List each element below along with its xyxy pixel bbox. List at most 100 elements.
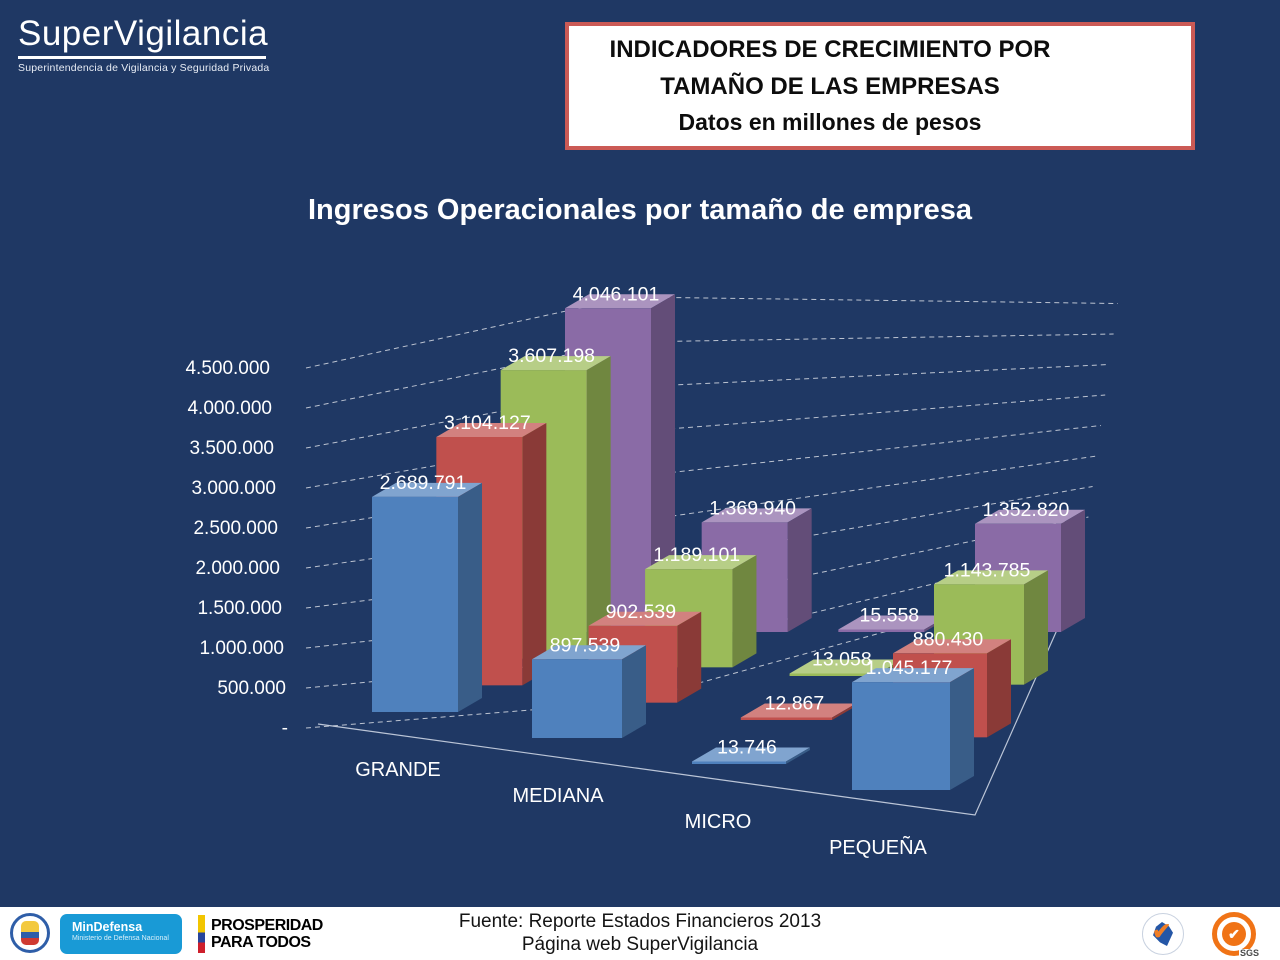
- certification-seal-logo: ✔: [1142, 913, 1184, 955]
- bar-top-grande-serie-1-azul: [372, 482, 482, 497]
- value-label-grande-serie-1-azul: 2.689.791: [380, 472, 467, 494]
- x-axis-label-micro: MICRO: [685, 811, 752, 833]
- bar-side-grande-serie-2-roja: [522, 423, 547, 686]
- bar-micro-serie-4-morada: [838, 629, 925, 632]
- value-label-grande-serie-2-roja: 3.104.127: [444, 412, 531, 434]
- bar-top-grande-serie-3-verde: [500, 356, 611, 371]
- prosperidad-line-2: PARA TODOS: [211, 934, 311, 951]
- y-axis-tick-3-500-000: 3.500.000: [189, 438, 274, 459]
- bar-top-pequena-serie-2-roja: [893, 639, 1011, 654]
- y-axis-tick-2-500-000: 2.500.000: [193, 518, 278, 539]
- bar-side-grande-serie-3-verde: [586, 356, 611, 659]
- source-line-1: Fuente: Reporte Estados Financieros 2013: [458, 911, 822, 932]
- colombia-flag-stripe-icon: [198, 915, 205, 953]
- value-label-pequena-serie-1-azul: 1.045.177: [866, 657, 953, 679]
- bar-side-pequena-serie-4-morada: [1061, 509, 1085, 632]
- mindefensa-logo: MinDefensa Ministerio de Defensa Naciona…: [60, 914, 182, 954]
- y-axis-tick-4-500-000: 4.500.000: [185, 358, 270, 379]
- y-axis-tick-4-000-000: 4.000.000: [187, 398, 272, 419]
- value-label-micro-serie-4-morada: 15.558: [860, 605, 920, 627]
- logo-title: SuperVigilancia: [18, 14, 269, 53]
- bar-top-micro-serie-1-azul: [692, 747, 810, 762]
- bar-top-micro-serie-2-roja: [740, 703, 857, 718]
- bar-side-pequena-serie-1-azul: [950, 668, 974, 790]
- value-label-micro-serie-2-roja: 12.867: [765, 693, 825, 715]
- value-label-pequena-serie-3-verde: 1.143.785: [944, 559, 1031, 581]
- y-axis-tick-3-000-000: 3.000.000: [191, 478, 276, 499]
- bar-top-mediana-serie-1-azul: [532, 645, 646, 660]
- value-label-pequena-serie-4-morada: 1.352.820: [983, 499, 1070, 521]
- slide-title-box: INDICADORES DE CRECIMIENTO POR TAMAÑO DE…: [565, 22, 1195, 150]
- bar-side-mediana-serie-1-azul: [622, 645, 646, 738]
- bar-grande-serie-1-azul: [372, 496, 458, 712]
- bar-side-micro-serie-2-roja: [832, 703, 857, 720]
- value-label-mediana-serie-3-verde: 1.189.101: [653, 544, 740, 566]
- sgs-logo: ✔: [1212, 912, 1256, 956]
- source-caption: Fuente: Reporte Estados Financieros 2013…: [0, 910, 1280, 956]
- slide-title-line-3: Datos en millones de pesos: [678, 108, 982, 135]
- supervigilancia-logo: SuperVigilancia Superintendencia de Vigi…: [18, 14, 269, 74]
- bar-side-mediana-serie-4-morada: [787, 508, 812, 632]
- prosperidad-line-1: PROSPERIDAD: [211, 917, 323, 934]
- bar-side-grande-serie-4-morada: [651, 294, 675, 632]
- bar-pequena-serie-1-azul: [852, 682, 950, 790]
- bar-side-micro-serie-1-azul: [786, 747, 810, 764]
- bar-top-pequena-serie-1-azul: [852, 668, 974, 683]
- bar-side-grande-serie-1-azul: [458, 482, 482, 712]
- value-label-grande-serie-3-verde: 3.607.198: [508, 345, 595, 367]
- colombia-map-icon: [1153, 922, 1173, 946]
- x-axis-label-mediana: MEDIANA: [512, 785, 604, 807]
- prosperidad-text: PROSPERIDAD PARA TODOS: [211, 917, 323, 951]
- bar-side-mediana-serie-3-verde: [732, 555, 757, 668]
- source-line-2: Página web SuperVigilancia: [521, 934, 759, 955]
- slide-title-line-2: TAMAÑO DE LAS EMPRESAS: [660, 72, 1000, 100]
- value-label-mediana-serie-4-morada: 1.369.940: [709, 497, 796, 519]
- bar-top-micro-serie-4-morada: [838, 615, 949, 630]
- footer-bar: MinDefensa Ministerio de Defensa Naciona…: [0, 907, 1280, 960]
- bar-mediana-serie-1-azul: [532, 659, 622, 738]
- value-label-grande-serie-4-morada: 4.046.101: [573, 283, 660, 305]
- bar-side-mediana-serie-2-roja: [677, 611, 702, 703]
- bar-top-mediana-serie-3-verde: [645, 555, 757, 570]
- sgs-check-icon: ✔: [1222, 922, 1246, 946]
- colombia-coat-of-arms-logo: [10, 913, 50, 953]
- y-axis-tick-500-000: 500.000: [217, 678, 286, 699]
- bar-micro-serie-1-azul: [692, 761, 786, 764]
- bar-micro-serie-2-roja: [740, 717, 833, 720]
- sgs-label: SGS: [1238, 948, 1260, 958]
- check-mark-icon: ✔: [1152, 918, 1172, 944]
- y-axis-tick-1-500-000: 1.500.000: [197, 598, 282, 619]
- coat-of-arms-shield-icon: [21, 921, 39, 945]
- value-label-micro-serie-3-verde: 13.058: [812, 649, 872, 671]
- bar-top-grande-serie-2-roja: [436, 423, 547, 438]
- gridline-4-000-000: [305, 333, 1114, 409]
- bar-top-pequena-serie-4-morada: [975, 509, 1085, 524]
- bar-top-pequena-serie-3-verde: [934, 570, 1048, 585]
- bar-side-pequena-serie-2-roja: [987, 639, 1011, 738]
- bar-micro-serie-3-verde: [789, 673, 879, 676]
- value-label-pequena-serie-2-roja: 880.430: [913, 628, 984, 650]
- bar-top-grande-serie-4-morada: [565, 294, 675, 309]
- y-axis-tick--: -: [282, 718, 288, 739]
- bar-top-mediana-serie-2-roja: [588, 611, 702, 626]
- x-axis-label-grande: GRANDE: [355, 759, 441, 781]
- slide-title-line-1: INDICADORES DE CRECIMIENTO POR: [609, 36, 1051, 64]
- y-axis-tick-2-000-000: 2.000.000: [195, 558, 280, 579]
- gridline-3-500-000: [305, 364, 1110, 449]
- prosperidad-para-todos-logo: PROSPERIDAD PARA TODOS: [198, 915, 323, 953]
- value-label-micro-serie-1-azul: 13.746: [717, 737, 777, 759]
- logo-underline: [18, 56, 266, 59]
- x-axis-label-pequena: PEQUEÑA: [829, 835, 927, 859]
- bar-side-pequena-serie-3-verde: [1024, 570, 1048, 685]
- gridline-4-500-000: [305, 296, 1118, 369]
- bar-top-mediana-serie-4-morada: [701, 508, 812, 523]
- chart-title: Ingresos Operacionales por tamaño de emp…: [307, 194, 972, 226]
- logo-subtitle: Superintendencia de Vigilancia y Segurid…: [18, 62, 270, 74]
- y-axis-tick-1-000-000: 1.000.000: [199, 638, 284, 659]
- mindefensa-title: MinDefensa: [72, 920, 143, 934]
- value-label-mediana-serie-2-roja: 902.539: [606, 601, 677, 623]
- mindefensa-subtitle: Ministerio de Defensa Nacional: [72, 935, 169, 942]
- value-label-mediana-serie-1-azul: 897.539: [550, 634, 621, 656]
